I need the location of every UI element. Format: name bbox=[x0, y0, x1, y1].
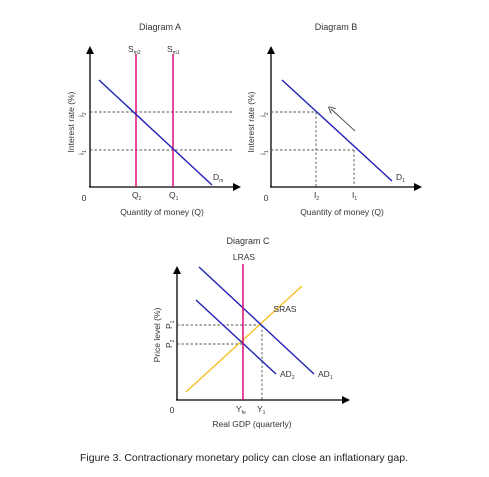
diagram-a-sm1-label: Sm1 bbox=[167, 44, 180, 56]
diagram-b-title: Diagram B bbox=[315, 22, 358, 32]
lras-label: LRAS bbox=[233, 252, 256, 262]
diagram-a-sm2-label: Sm2 bbox=[128, 44, 141, 56]
ad2-label: AD2 bbox=[280, 369, 295, 381]
diagram-a-x-axis-label: Quantity of money (Q) bbox=[120, 207, 204, 217]
diagram-b-l1-label: I1 bbox=[352, 190, 357, 202]
ad2-line bbox=[195, 299, 277, 375]
figure-caption: Figure 3. Contractionary monetary policy… bbox=[80, 452, 408, 464]
diagram-b-x-axis-label: Quantity of money (Q) bbox=[300, 207, 384, 217]
diagram-c-origin: 0 bbox=[170, 405, 175, 415]
diagram-b-demand-line bbox=[281, 79, 393, 182]
diagram-a: Diagram A 0 Interest rate (%) Quantity o… bbox=[66, 22, 241, 217]
diagram-a-title: Diagram A bbox=[139, 22, 181, 32]
diagram-c-p2-label: P2 bbox=[164, 339, 176, 348]
diagram-a-demand-line bbox=[98, 79, 213, 186]
diagram-a-origin: 0 bbox=[82, 193, 87, 203]
diagram-b-movement-arrow bbox=[331, 109, 356, 132]
diagram-a-i1-label: i1 bbox=[76, 150, 88, 155]
diagram-b-i2-label: i2 bbox=[258, 112, 270, 117]
diagram-a-y-axis-label: Interest rate (%) bbox=[66, 91, 76, 152]
diagram-c-p1-label: P1 bbox=[164, 320, 176, 329]
ad1-label: AD1 bbox=[318, 369, 333, 381]
diagram-b-d1-label: D1 bbox=[396, 172, 405, 184]
diagram-a-i2-label: i2 bbox=[76, 112, 88, 117]
diagram-c-title: Diagram C bbox=[226, 236, 270, 246]
sras-line bbox=[185, 285, 303, 393]
ad1-line bbox=[198, 266, 315, 375]
diagram-a-q2-label: Q2 bbox=[132, 190, 142, 202]
sras-label: SRAS bbox=[273, 304, 296, 314]
diagram-b-i1-label: i1 bbox=[258, 150, 270, 155]
yfe-label: Yfe bbox=[236, 404, 246, 416]
diagram-b-l2-label: I2 bbox=[314, 190, 319, 202]
y1-label: Y1 bbox=[257, 404, 266, 416]
diagram-c-y-axis-label: Price level (%) bbox=[152, 307, 162, 362]
diagram-c-x-axis-label: Real GDP (quarterly) bbox=[212, 419, 291, 429]
diagram-a-q1-label: Q1 bbox=[169, 190, 179, 202]
diagram-b-y-axis-label: Interest rate (%) bbox=[246, 91, 256, 152]
diagram-a-dm-label: Dm bbox=[213, 172, 223, 184]
diagram-b: Diagram B 0 Interest rate (%) Quantity o… bbox=[246, 22, 422, 217]
diagram-b-origin: 0 bbox=[264, 193, 269, 203]
diagram-c: Diagram C LRAS 0 Price level (%) Real GD… bbox=[152, 236, 350, 429]
